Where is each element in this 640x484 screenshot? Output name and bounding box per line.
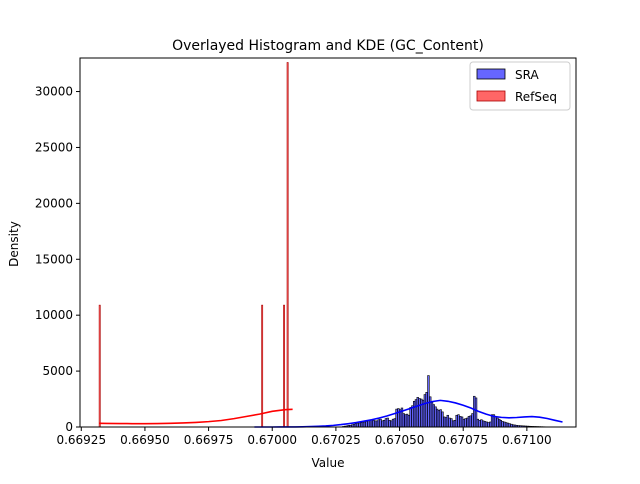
y-tick-label: 25000 (35, 140, 73, 154)
legend: SRA RefSeq (470, 62, 570, 110)
x-tick-label: 0.66925 (56, 433, 106, 447)
y-tick-label: 5000 (42, 364, 73, 378)
x-tick-label: 0.67000 (247, 433, 297, 447)
legend-label-sra: SRA (515, 68, 539, 82)
y-tick-label: 10000 (35, 308, 73, 322)
x-tick-label: 0.66950 (120, 433, 170, 447)
y-tick-label: 20000 (35, 196, 73, 210)
y-axis-label: Density (7, 221, 21, 267)
y-tick-label: 30000 (35, 85, 73, 99)
legend-swatch-refseq (477, 91, 505, 101)
refseq-histogram-bar (262, 305, 263, 427)
legend-label-refseq: RefSeq (515, 90, 557, 104)
legend-swatch-sra (477, 69, 505, 79)
x-axis-label: Value (312, 456, 345, 470)
y-tick-label: 15000 (35, 252, 73, 266)
x-tick-label: 0.67025 (311, 433, 361, 447)
x-tick-label: 0.67050 (375, 433, 425, 447)
refseq-histogram-bar (99, 305, 100, 427)
y-tick-label: 0 (65, 420, 73, 434)
x-tick-label: 0.66975 (184, 433, 234, 447)
refseq-histogram-bar (287, 62, 288, 427)
x-tick-label: 0.67100 (502, 433, 552, 447)
chart-title: Overlayed Histogram and KDE (GC_Content) (172, 38, 484, 54)
x-tick-label: 0.67075 (438, 433, 488, 447)
refseq-histogram-bar (283, 305, 284, 427)
